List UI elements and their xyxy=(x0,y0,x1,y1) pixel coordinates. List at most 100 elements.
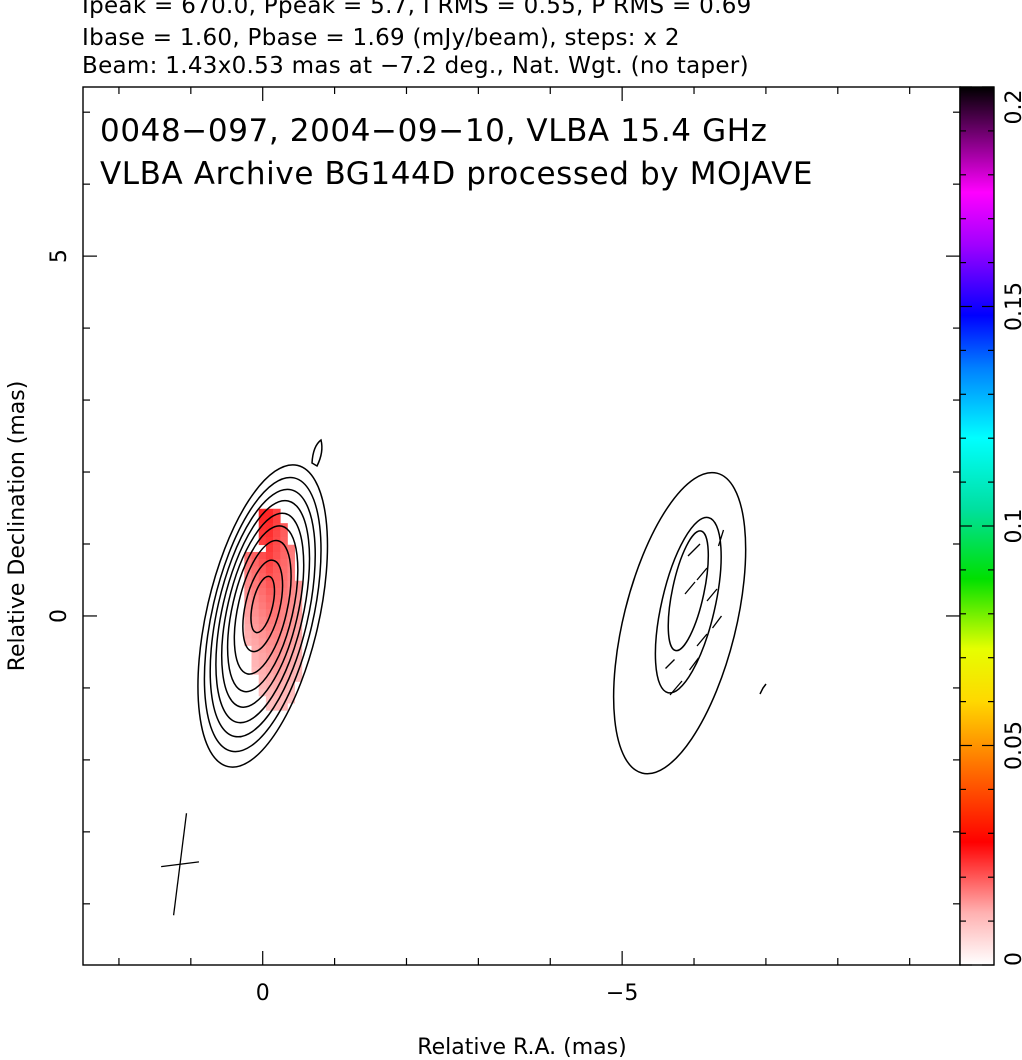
pol-pixel xyxy=(258,573,267,582)
pol-pixel xyxy=(273,659,281,668)
pol-pixel xyxy=(280,681,288,690)
pol-pixel xyxy=(294,674,303,682)
header-line-3: Beam: 1.43x0.53 mas at −7.2 deg., Nat. W… xyxy=(82,53,749,79)
pol-pixel xyxy=(280,537,288,546)
knot-contour xyxy=(667,530,710,652)
pol-pixel xyxy=(244,602,252,610)
pol-pixel xyxy=(265,523,274,531)
pol-pixel xyxy=(258,523,267,531)
pol-pixel xyxy=(280,645,288,654)
pol-pixel xyxy=(280,703,288,711)
pol-pixel xyxy=(265,515,274,524)
y-tick-labels: 05 xyxy=(47,249,72,623)
pol-pixel xyxy=(287,602,296,610)
pol-pixel xyxy=(280,587,288,596)
pol-pixel xyxy=(265,580,274,589)
pol-pixel xyxy=(265,537,274,546)
pol-pixel xyxy=(273,551,281,560)
pol-pixel xyxy=(244,573,252,582)
pol-pixel xyxy=(265,616,274,625)
pol-pixel xyxy=(287,587,296,596)
pol-pixel xyxy=(280,659,288,668)
pol-pixel xyxy=(273,695,281,704)
x-tick-labels: 0 −5 xyxy=(256,981,639,1006)
pol-pixel xyxy=(265,659,274,668)
pol-pixel xyxy=(265,609,274,618)
core-contour xyxy=(209,488,316,738)
pol-pixel xyxy=(244,631,252,639)
polarization-vectors xyxy=(665,529,725,696)
pol-pixel xyxy=(294,638,303,646)
pol-pixel xyxy=(287,559,296,567)
knot-speck-contour xyxy=(759,683,767,695)
pol-pixel xyxy=(294,616,303,625)
pol-pixel xyxy=(273,645,281,654)
pol-pixel xyxy=(265,631,274,639)
pol-pixel xyxy=(273,580,281,589)
pol-pixel xyxy=(265,623,274,632)
pol-pixel xyxy=(265,530,274,538)
pol-pixel xyxy=(251,645,260,654)
pol-pixel xyxy=(258,566,267,574)
pol-pixel xyxy=(244,609,252,618)
pol-pixel xyxy=(280,559,288,567)
pol-pixel xyxy=(251,566,260,574)
pol-pixel xyxy=(273,523,281,531)
knot-contour xyxy=(654,516,722,694)
pol-pixel xyxy=(273,530,281,538)
pol-pixel xyxy=(251,559,260,567)
pol-pixel xyxy=(265,566,274,574)
pol-pixel xyxy=(287,695,296,704)
pol-pixel xyxy=(244,551,252,560)
pol-pixel xyxy=(258,587,267,596)
pol-pixel xyxy=(280,652,288,661)
pol-pixel xyxy=(258,515,267,524)
pol-pixel xyxy=(280,609,288,618)
pol-pixel xyxy=(280,530,288,538)
pol-pixel xyxy=(258,623,267,632)
pol-pixel xyxy=(287,551,296,560)
pol-pixel xyxy=(251,602,260,610)
pol-pixel xyxy=(265,559,274,567)
pol-pixel xyxy=(251,551,260,560)
beam-minor-axis xyxy=(161,861,200,868)
pol-pixel xyxy=(294,595,303,603)
pol-pixel xyxy=(258,616,267,625)
core-contour xyxy=(226,525,299,693)
pol-pixel xyxy=(265,667,274,675)
beam-cross xyxy=(161,813,200,916)
pol-pixel xyxy=(273,573,281,582)
pol-pixel xyxy=(294,580,303,589)
pol-pixel xyxy=(244,580,252,589)
pol-pixel xyxy=(265,638,274,646)
pol-pixel xyxy=(287,688,296,697)
pol-pixel xyxy=(294,652,303,661)
pol-pixel xyxy=(258,537,267,546)
pol-pixel xyxy=(280,623,288,632)
pol-pixel xyxy=(265,551,274,560)
pol-pixel xyxy=(273,595,281,603)
pol-pixel xyxy=(280,544,288,553)
pol-pixel xyxy=(258,602,267,610)
pol-pixel xyxy=(273,623,281,632)
pol-pixel xyxy=(273,587,281,596)
pol-pixel xyxy=(258,652,267,661)
pol-pixel xyxy=(265,544,274,553)
pol-pixel xyxy=(287,544,296,553)
pol-pixel xyxy=(251,638,260,646)
pol-pixel xyxy=(258,609,267,618)
pol-pixel xyxy=(287,681,296,690)
pol-pixel xyxy=(265,645,274,654)
pol-pixel xyxy=(244,616,252,625)
pol-pixel xyxy=(287,623,296,632)
pol-pixel xyxy=(251,659,260,668)
polarization-vector xyxy=(687,543,701,557)
pol-pixel xyxy=(280,688,288,697)
colorbar-tick-label: 0.2 xyxy=(1002,90,1022,125)
pol-pixel xyxy=(251,616,260,625)
pol-pixel xyxy=(280,595,288,603)
pol-pixel xyxy=(287,631,296,639)
pol-pixel xyxy=(258,659,267,668)
pol-pixel xyxy=(280,631,288,639)
pol-pixel xyxy=(265,674,274,682)
